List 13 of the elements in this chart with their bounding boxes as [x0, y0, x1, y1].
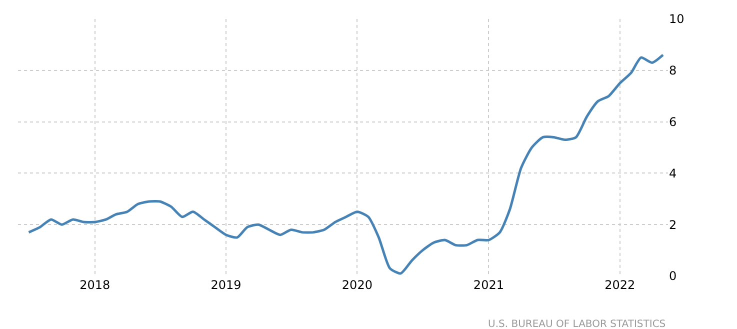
x-tick-label: 2020 — [342, 278, 372, 292]
x-tick-label: 2019 — [210, 278, 242, 292]
line-series — [28, 54, 664, 275]
x-tick-label: 2018 — [80, 278, 110, 292]
text: U.S. BUREAU OF LABOR STATISTICS — [488, 319, 666, 329]
x-tick-label: 2022 — [604, 278, 636, 292]
y-tick-label: 0 — [669, 269, 677, 284]
y-tick-label: 10 — [669, 12, 684, 26]
y-tick-label: 6 — [669, 115, 677, 129]
y-tick-label: 2 — [669, 218, 677, 232]
y-tick-label: 8 — [669, 64, 677, 78]
x-tick-label: 2021 — [473, 278, 504, 292]
y-tick-label: 4 — [669, 166, 677, 180]
